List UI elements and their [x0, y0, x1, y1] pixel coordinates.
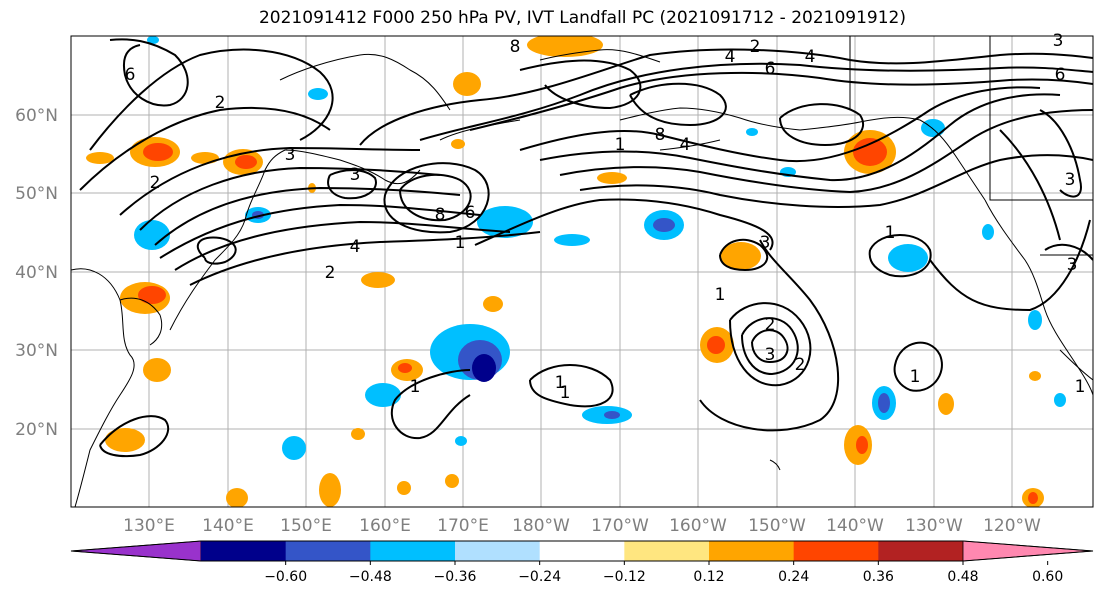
colorbar-segment: [709, 541, 795, 561]
contour-label: 6: [765, 59, 776, 79]
lon-label: 150°E: [280, 516, 332, 536]
colorbar-segment: [201, 541, 287, 561]
contour-label: 3: [760, 233, 771, 253]
contour-label: 2: [765, 315, 776, 335]
contour-label: 3: [1065, 170, 1076, 190]
colorbar-segment: [539, 541, 625, 561]
colorbar-segment: [285, 541, 371, 561]
colorbar-tick-label: 0.60: [1032, 569, 1063, 585]
contour-label: 1: [560, 383, 571, 403]
lat-label: 30°N: [15, 341, 58, 361]
colorbar-extend-high: [962, 540, 1094, 562]
lon-label: 180°W: [512, 516, 570, 536]
longitude-labels: 130°E 140°E 150°E 160°E 170°E 180°W 170°…: [123, 516, 1041, 536]
contour-label: 2: [215, 93, 226, 113]
contour-label: 6: [465, 203, 476, 223]
contour-label: 6: [125, 65, 136, 85]
colorbar-tick-label: 0.48: [947, 569, 978, 585]
contour-label: 4: [680, 135, 691, 155]
colorbar-tick-label: −0.24: [518, 569, 561, 585]
contour-label: 2: [750, 37, 761, 57]
colorbar-tick-label: −0.36: [434, 569, 477, 585]
colorbar-tick-label: −0.60: [264, 569, 307, 585]
ivt-negative-shading: [134, 36, 1066, 460]
coastlines: [71, 36, 1093, 507]
contour-label: 3: [765, 345, 776, 365]
colorbar-tick-label: −0.12: [603, 569, 646, 585]
contour-label: 3: [1067, 255, 1078, 275]
lon-label: 120°W: [983, 516, 1041, 536]
colorbar-segment: [455, 541, 541, 561]
lon-label: 160°W: [669, 516, 727, 536]
contour-label: 8: [435, 205, 446, 225]
colorbar-tick-label: 0.24: [778, 569, 809, 585]
colorbar-segment: [624, 541, 710, 561]
lat-label: 50°N: [15, 184, 58, 204]
lon-label: 170°W: [591, 516, 649, 536]
contour-label: 1: [715, 285, 726, 305]
contour-label: 1: [455, 233, 466, 253]
map-title: 2021091412 F000 250 hPa PV, IVT Landfall…: [258, 8, 906, 28]
lon-label: 130°W: [905, 516, 963, 536]
lon-label: 130°E: [123, 516, 175, 536]
contour-label: 1: [1075, 377, 1086, 397]
lat-label: 20°N: [15, 420, 58, 440]
contour-label: 2: [150, 173, 161, 193]
pv-contours: [79, 38, 1093, 458]
colorbar: −0.60 −0.48 −0.36 −0.24 −0.12 0.12 0.24 0.36 0.4…: [70, 540, 1094, 585]
contour-label: 1: [910, 367, 921, 387]
contour-label: 4: [725, 47, 736, 67]
contour-label: 8: [510, 37, 521, 57]
contour-label: 3: [350, 165, 361, 185]
contour-label: 8: [655, 125, 666, 145]
contour-label: 4: [350, 237, 361, 257]
contour-label: 3: [285, 145, 296, 165]
lon-label: 140°W: [826, 516, 884, 536]
colorbar-segment: [878, 541, 964, 561]
lon-label: 150°W: [748, 516, 806, 536]
contour-label: 4: [805, 47, 816, 67]
contour-label: 2: [325, 263, 336, 283]
colorbar-segment: [793, 541, 879, 561]
contour-label: 1: [410, 377, 421, 397]
lat-label: 60°N: [15, 106, 58, 126]
lon-label: 170°E: [437, 516, 489, 536]
colorbar-tick-label: 0.12: [693, 569, 724, 585]
lon-label: 160°E: [359, 516, 411, 536]
contour-label: 6: [1055, 65, 1066, 85]
latitude-labels: 60°N 50°N 40°N 30°N 20°N: [15, 106, 58, 440]
colorbar-tick-label: 0.36: [863, 569, 894, 585]
contour-label: 1: [885, 223, 896, 243]
contour-label: 1: [555, 373, 566, 393]
map-border: [70, 35, 1094, 508]
lat-label: 40°N: [15, 263, 58, 283]
colorbar-tick-label: −0.48: [349, 569, 392, 585]
contour-label: 2: [795, 355, 806, 375]
colorbar-segment: [370, 541, 456, 561]
contour-label: 3: [1053, 31, 1064, 51]
colorbar-outline: [70, 540, 1094, 562]
ivt-positive-shading: [86, 36, 1044, 507]
contour-label: 1: [615, 135, 626, 155]
colorbar-extend-low: [70, 540, 202, 562]
lon-label: 140°E: [202, 516, 254, 536]
